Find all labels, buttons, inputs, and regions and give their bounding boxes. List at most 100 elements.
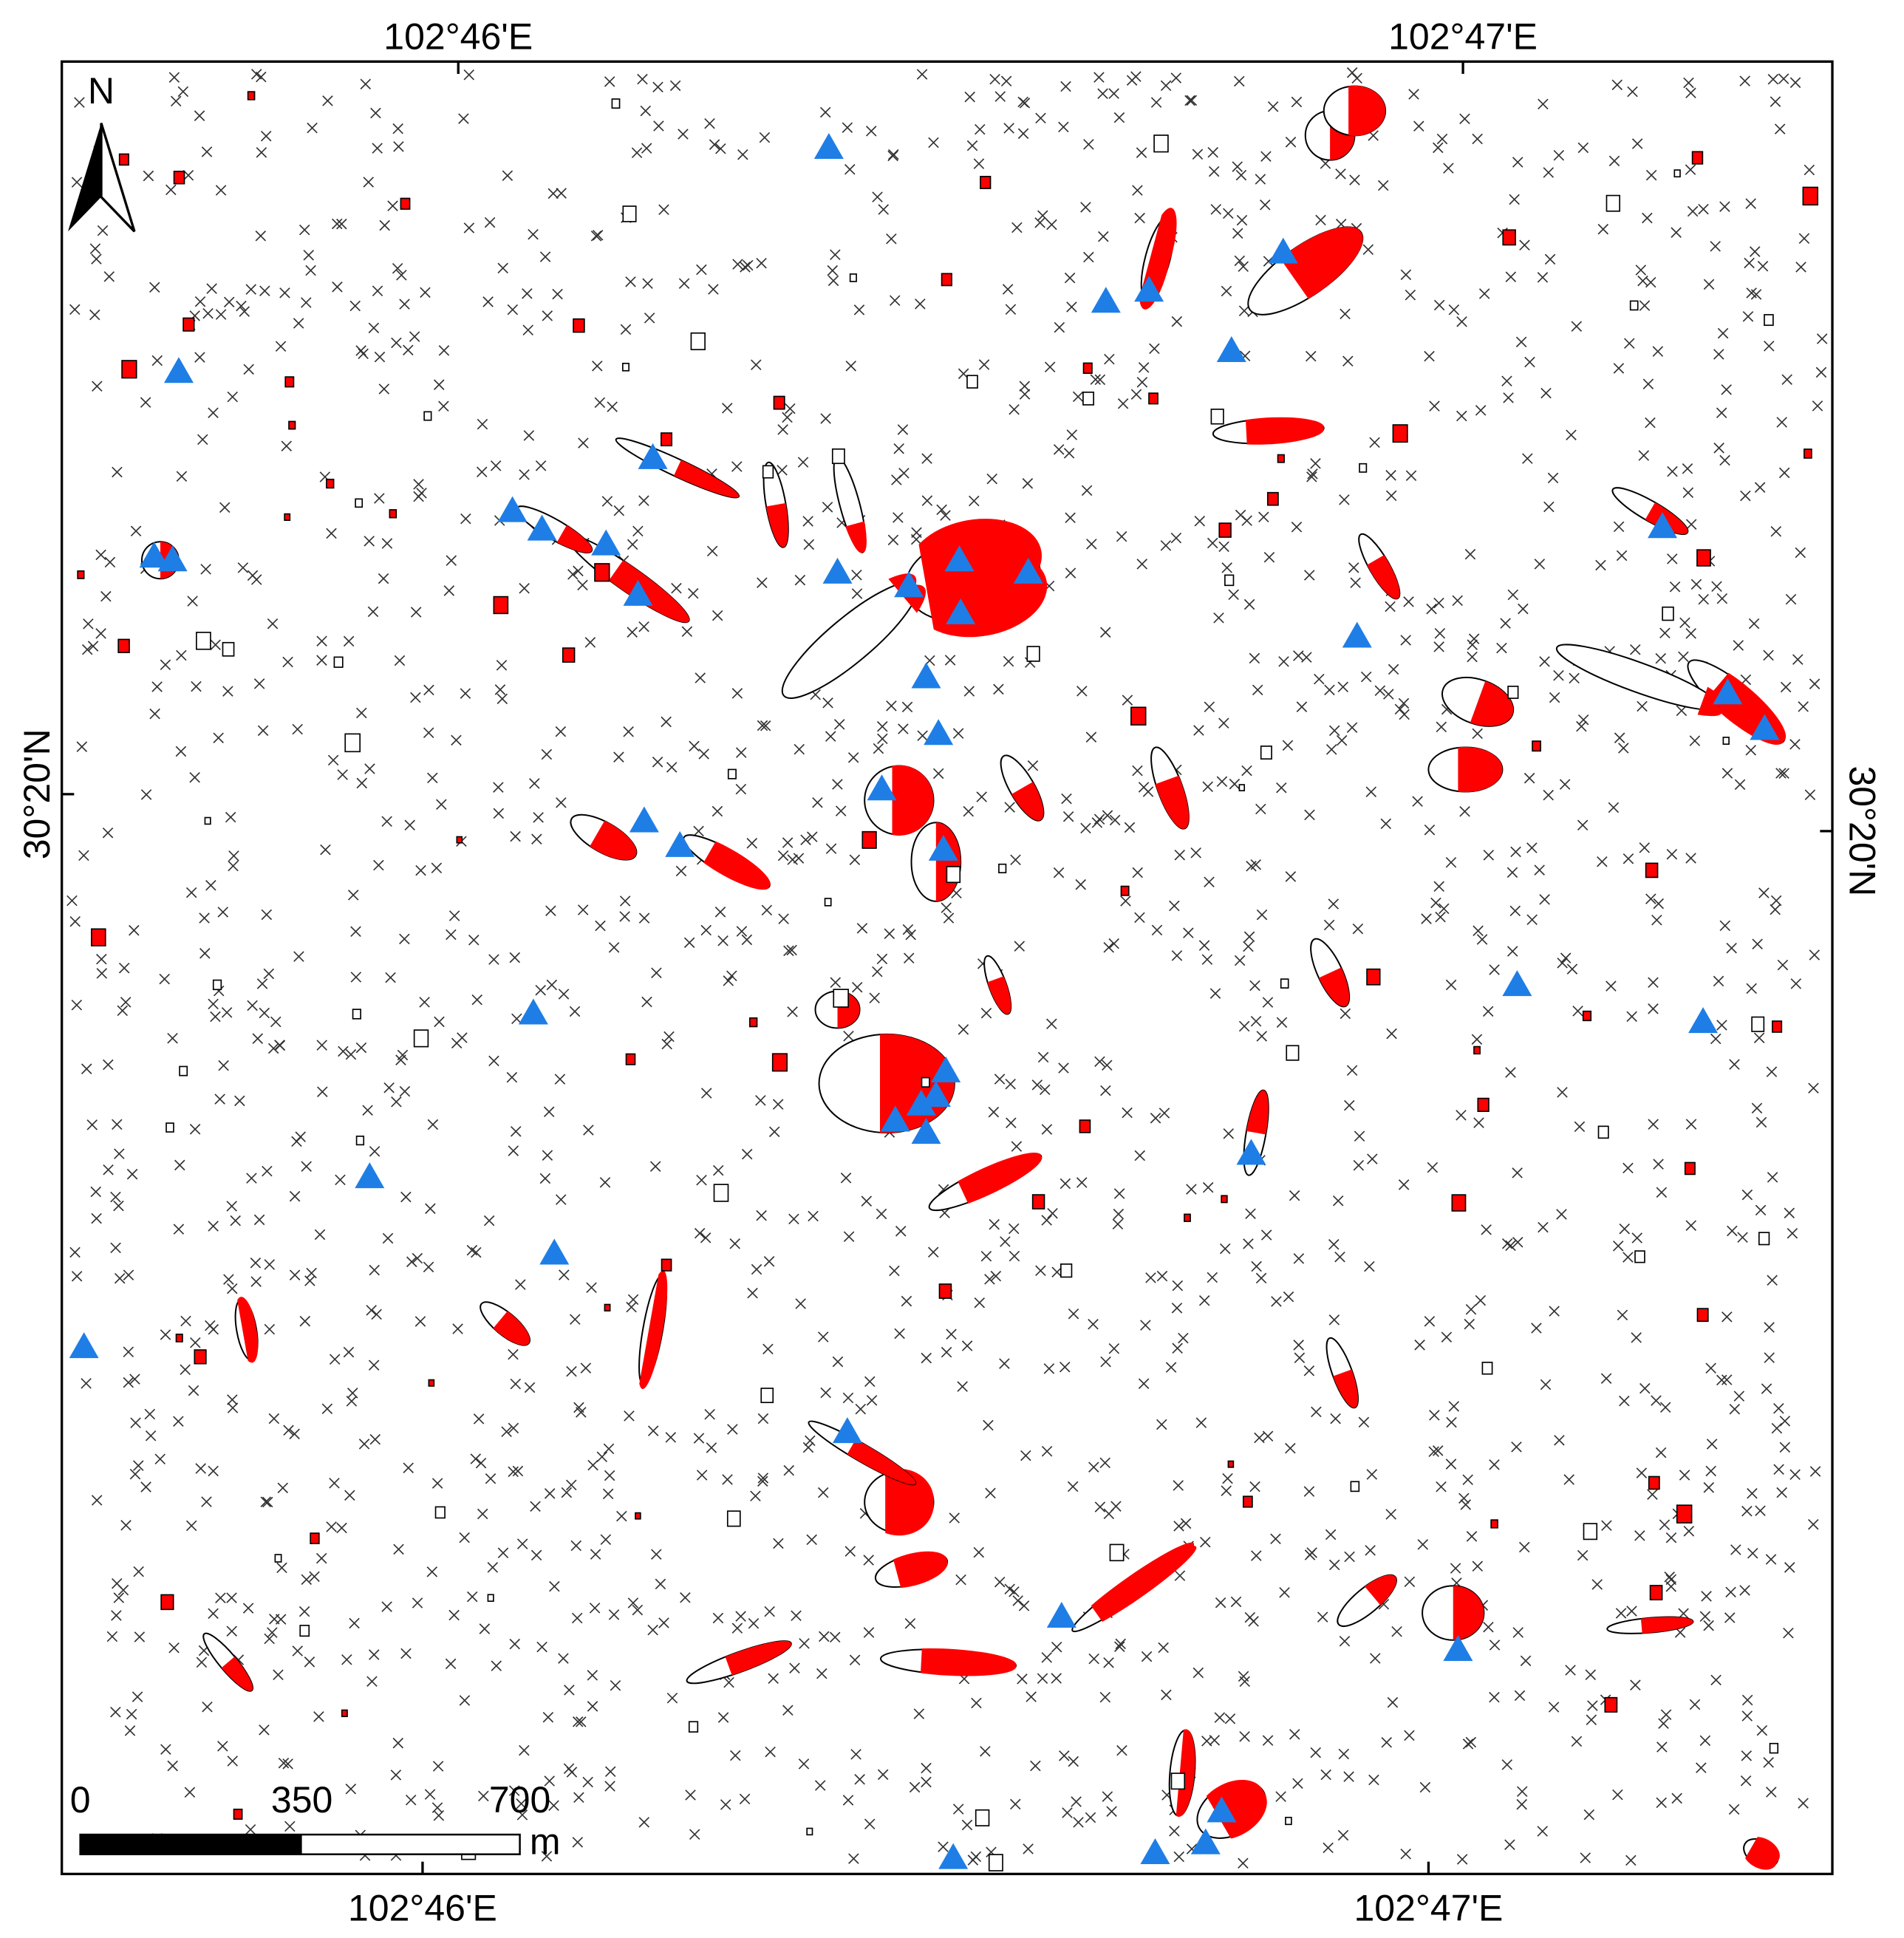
sample-point: [1093, 72, 1105, 83]
sample-point: [1514, 1690, 1526, 1702]
sample-point: [404, 819, 415, 831]
small-landslide: [727, 768, 737, 779]
sample-point: [1483, 1621, 1494, 1633]
sample-point: [458, 113, 469, 124]
sample-point: [356, 707, 367, 719]
sample-point: [264, 1633, 275, 1645]
small-landslide: [562, 647, 576, 663]
sample-point: [477, 418, 488, 430]
sample-point: [392, 1737, 404, 1749]
sample-point: [570, 1540, 582, 1552]
small-landslide: [611, 98, 621, 109]
sample-point: [1256, 909, 1268, 921]
sample-point: [1441, 1331, 1453, 1342]
sample-point: [1161, 1689, 1172, 1701]
sample-point: [436, 799, 447, 811]
sample-point: [1136, 559, 1147, 570]
sample-point: [599, 1177, 611, 1188]
sample-point: [851, 981, 863, 993]
sample-point: [509, 952, 521, 963]
sample-point: [1171, 315, 1183, 327]
sample-point: [1173, 1521, 1184, 1532]
sample-point: [129, 1374, 140, 1385]
sample-point: [1464, 1318, 1475, 1330]
sample-point: [194, 110, 205, 121]
sample-point: [891, 474, 902, 485]
station-marker: [1134, 276, 1164, 302]
landslide: [1606, 1616, 1694, 1634]
sample-point: [640, 105, 652, 117]
sample-point: [433, 1809, 445, 1821]
sample-point: [1260, 151, 1272, 162]
small-landslide: [622, 362, 629, 372]
sample-point: [946, 1328, 957, 1340]
sample-point: [1360, 671, 1372, 683]
sample-point: [812, 796, 823, 808]
sample-point: [1009, 403, 1020, 415]
sample-point: [549, 1580, 560, 1592]
sample-point: [1770, 895, 1782, 907]
station-marker: [1648, 512, 1678, 539]
small-landslide: [182, 317, 195, 332]
sample-point: [886, 233, 897, 245]
sample-point: [1809, 678, 1821, 689]
sample-point: [293, 318, 304, 329]
small-landslide: [284, 376, 295, 388]
sample-point: [1108, 1342, 1120, 1354]
sample-point: [546, 979, 558, 991]
sample-point: [260, 130, 272, 142]
sample-point: [1566, 963, 1578, 975]
sample-point: [602, 1488, 614, 1500]
sample-point: [1432, 1445, 1444, 1456]
sample-point: [1779, 1416, 1791, 1427]
sample-point: [1637, 700, 1648, 712]
sample-point: [1065, 567, 1076, 579]
sample-point: [87, 641, 99, 652]
sample-point: [564, 1685, 575, 1696]
sample-point: [952, 728, 964, 739]
sample-point: [264, 1323, 276, 1335]
small-landslide: [1649, 1585, 1663, 1600]
sample-point: [89, 309, 100, 321]
sample-point: [1219, 1243, 1231, 1255]
sample-point: [1271, 1296, 1282, 1307]
sample-point: [1324, 684, 1335, 696]
sample-point: [1156, 1419, 1167, 1430]
sample-point: [1026, 1691, 1037, 1702]
sample-point: [1041, 1215, 1052, 1226]
sample-point: [1097, 88, 1108, 100]
landslide-red-part: [918, 519, 1048, 638]
sample-point: [1660, 1709, 1672, 1720]
sample-point: [316, 635, 327, 646]
sample-point: [316, 1040, 327, 1051]
sample-point: [1539, 656, 1550, 667]
small-landslide: [1751, 1016, 1765, 1032]
sample-point: [698, 748, 709, 760]
sample-point: [1336, 734, 1348, 746]
landslide-red-part: [493, 1311, 530, 1345]
sample-point: [700, 924, 712, 936]
sample-point: [666, 1693, 678, 1704]
sample-point: [277, 1482, 289, 1494]
sample-point: [1538, 1221, 1549, 1233]
sample-point: [958, 1024, 969, 1035]
sample-point: [1330, 1413, 1341, 1425]
sample-point: [217, 1741, 228, 1752]
small-landslide: [333, 656, 344, 668]
sample-point: [1572, 1006, 1583, 1017]
sample-point: [1204, 701, 1215, 713]
sample-point: [1613, 363, 1625, 374]
sample-point: [604, 1766, 616, 1778]
landslide: [1196, 1779, 1267, 1839]
sample-point: [1385, 1509, 1396, 1520]
sample-point: [938, 1841, 949, 1852]
sample-point: [301, 297, 312, 308]
sample-point: [92, 381, 103, 392]
sample-point: [289, 1269, 301, 1280]
small-landslide: [748, 1017, 758, 1028]
sample-point: [1010, 1798, 1021, 1810]
sample-point: [1086, 539, 1097, 550]
sample-point: [516, 1809, 528, 1821]
sample-point: [1218, 717, 1229, 729]
sample-point: [524, 1382, 536, 1393]
